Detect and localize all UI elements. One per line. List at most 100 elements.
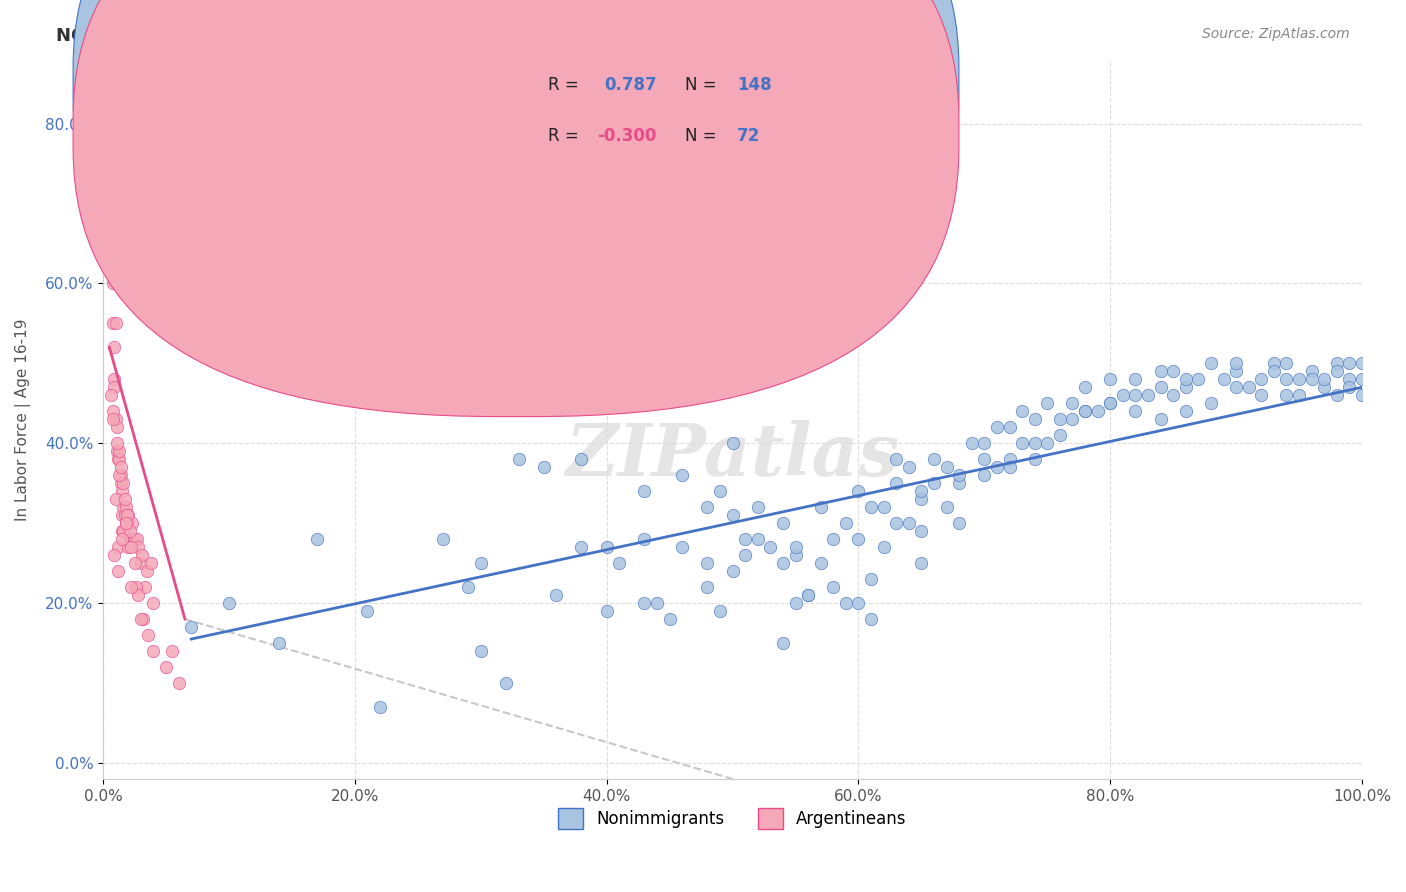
Point bbox=[986, 420, 1008, 434]
Point bbox=[112, 500, 135, 515]
Point bbox=[922, 452, 945, 467]
Point bbox=[1225, 364, 1247, 378]
Point bbox=[998, 452, 1021, 467]
Point bbox=[114, 500, 136, 515]
Point bbox=[356, 604, 378, 618]
Point bbox=[155, 660, 177, 674]
Point bbox=[1326, 388, 1348, 402]
Point bbox=[1288, 388, 1310, 402]
Point bbox=[134, 580, 156, 594]
Point bbox=[948, 516, 970, 531]
Text: N =: N = bbox=[685, 127, 716, 145]
Point bbox=[122, 532, 145, 546]
Point bbox=[848, 484, 870, 499]
Point bbox=[595, 540, 617, 554]
Point bbox=[872, 500, 894, 515]
Point bbox=[101, 180, 124, 194]
Point bbox=[1011, 436, 1033, 450]
Point bbox=[129, 556, 152, 570]
Point bbox=[112, 524, 135, 538]
Point bbox=[910, 524, 932, 538]
Point bbox=[368, 700, 391, 714]
Point bbox=[105, 444, 128, 458]
Point bbox=[1049, 428, 1071, 442]
Point bbox=[1263, 356, 1285, 370]
Point bbox=[121, 516, 143, 531]
Point bbox=[101, 236, 124, 251]
Point bbox=[1187, 372, 1209, 386]
Point bbox=[998, 460, 1021, 475]
Text: ZIPatlas: ZIPatlas bbox=[565, 420, 900, 491]
Point bbox=[910, 556, 932, 570]
Point bbox=[98, 164, 121, 178]
Point bbox=[114, 492, 136, 507]
Point bbox=[633, 596, 655, 610]
Point bbox=[1099, 396, 1122, 410]
Point bbox=[269, 636, 291, 650]
Point bbox=[848, 532, 870, 546]
Point bbox=[721, 436, 744, 450]
Point bbox=[111, 532, 134, 546]
Point bbox=[406, 316, 429, 330]
Point bbox=[111, 484, 134, 499]
Point bbox=[110, 476, 132, 491]
Point bbox=[734, 532, 756, 546]
Point bbox=[1125, 404, 1147, 418]
Point bbox=[935, 500, 957, 515]
Point bbox=[709, 604, 731, 618]
Point bbox=[734, 548, 756, 562]
Point bbox=[1062, 396, 1084, 410]
Point bbox=[772, 516, 794, 531]
Point bbox=[218, 596, 240, 610]
Point bbox=[671, 540, 693, 554]
Point bbox=[1161, 388, 1184, 402]
Point bbox=[103, 340, 125, 354]
Point bbox=[1199, 396, 1222, 410]
Point bbox=[495, 676, 517, 690]
Point bbox=[872, 540, 894, 554]
Point bbox=[105, 420, 128, 434]
Point bbox=[127, 540, 149, 554]
Point bbox=[1301, 372, 1323, 386]
Point bbox=[1161, 364, 1184, 378]
Point bbox=[973, 436, 995, 450]
Point bbox=[1074, 404, 1097, 418]
Point bbox=[1288, 372, 1310, 386]
Point bbox=[107, 540, 129, 554]
Point bbox=[108, 444, 131, 458]
Point bbox=[1074, 404, 1097, 418]
Point bbox=[696, 500, 718, 515]
Point bbox=[120, 532, 142, 546]
Point bbox=[1024, 436, 1046, 450]
Point bbox=[860, 500, 883, 515]
Point bbox=[1237, 380, 1260, 394]
Point bbox=[115, 516, 138, 531]
Point bbox=[721, 564, 744, 578]
Point bbox=[571, 540, 593, 554]
Point bbox=[1011, 404, 1033, 418]
Point bbox=[125, 580, 148, 594]
Point bbox=[142, 644, 165, 658]
Point bbox=[1275, 388, 1298, 402]
Point bbox=[127, 532, 149, 546]
Point bbox=[101, 412, 124, 426]
Point bbox=[709, 484, 731, 499]
Point bbox=[117, 540, 139, 554]
Point bbox=[1225, 356, 1247, 370]
Point bbox=[1212, 372, 1234, 386]
Point bbox=[785, 596, 807, 610]
Text: 0.787: 0.787 bbox=[605, 76, 657, 94]
Point bbox=[1275, 372, 1298, 386]
Point bbox=[1263, 364, 1285, 378]
Point bbox=[1149, 412, 1171, 426]
Text: R =: R = bbox=[548, 76, 579, 94]
Point bbox=[98, 132, 121, 146]
Point bbox=[124, 556, 146, 570]
Point bbox=[162, 644, 184, 658]
Point bbox=[595, 604, 617, 618]
Point bbox=[111, 524, 134, 538]
Point bbox=[307, 532, 329, 546]
Point bbox=[105, 436, 128, 450]
Point bbox=[633, 532, 655, 546]
Point bbox=[607, 556, 630, 570]
